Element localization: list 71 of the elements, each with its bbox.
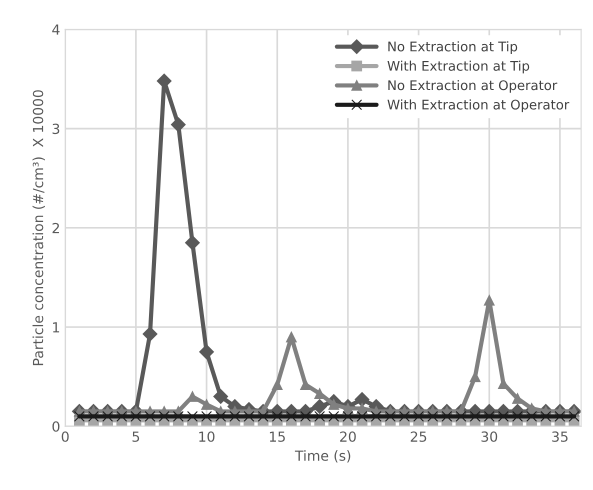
point <box>213 389 228 404</box>
point <box>328 410 340 422</box>
point <box>185 235 200 250</box>
point <box>356 403 368 414</box>
point <box>215 410 226 422</box>
point <box>199 344 214 360</box>
point <box>370 410 382 422</box>
y-tick-label: 1 <box>53 322 60 332</box>
point <box>441 410 452 422</box>
y-axis-title: Particle concentration (#/cm³) X 10000 <box>32 90 45 366</box>
point <box>272 379 283 390</box>
point <box>286 332 297 342</box>
legend-label: No Extraction at Tip <box>388 41 518 54</box>
x-tick-label: 10 <box>199 431 214 442</box>
point <box>116 410 128 422</box>
point <box>498 410 509 422</box>
point <box>258 410 268 422</box>
x-tick-label: 5 <box>132 432 140 442</box>
point <box>568 410 580 422</box>
point <box>286 410 297 422</box>
point <box>102 410 114 422</box>
point <box>172 410 184 422</box>
point <box>512 393 523 404</box>
point <box>156 74 172 88</box>
point <box>526 410 538 422</box>
y-tick-label: 4 <box>52 24 60 35</box>
point <box>300 379 311 390</box>
point <box>229 410 240 422</box>
point <box>314 410 326 422</box>
point <box>512 410 523 422</box>
point <box>540 410 552 422</box>
point <box>158 410 170 422</box>
point <box>484 294 495 306</box>
y-tick-label: 0 <box>52 421 60 432</box>
point <box>470 410 481 422</box>
x-tick-label: 35 <box>552 431 568 442</box>
point <box>427 410 438 422</box>
point <box>272 410 283 422</box>
x-tick-label: 25 <box>410 431 426 442</box>
point <box>144 410 156 422</box>
point <box>130 410 142 422</box>
point <box>413 410 424 422</box>
point <box>300 410 311 422</box>
legend-label: With Extraction at Tip <box>387 60 530 74</box>
point <box>201 410 212 422</box>
point <box>244 410 254 422</box>
legend-label: No Extraction at Operator <box>388 80 558 93</box>
point <box>187 410 198 422</box>
point <box>456 410 466 422</box>
legend-label: With Extraction at Operator <box>387 99 570 112</box>
x-tick-label: 30 <box>481 431 498 442</box>
x-tick-label: 15 <box>270 432 285 442</box>
point <box>74 410 85 422</box>
point <box>201 399 212 410</box>
point <box>399 410 410 422</box>
x-axis-title: Time (s) <box>294 450 350 463</box>
point <box>554 410 566 422</box>
point <box>354 392 370 407</box>
point <box>170 117 186 132</box>
point <box>142 326 158 342</box>
point <box>484 410 495 422</box>
point <box>526 403 538 414</box>
x-tick-label: 20 <box>340 431 356 442</box>
point <box>88 410 99 422</box>
point <box>312 399 328 414</box>
y-tick-label: 3 <box>52 124 60 134</box>
point <box>356 410 368 422</box>
x-tick-label: 0 <box>62 431 69 442</box>
y-tick-label: 2 <box>52 222 59 234</box>
point <box>342 410 354 422</box>
point <box>384 410 396 422</box>
